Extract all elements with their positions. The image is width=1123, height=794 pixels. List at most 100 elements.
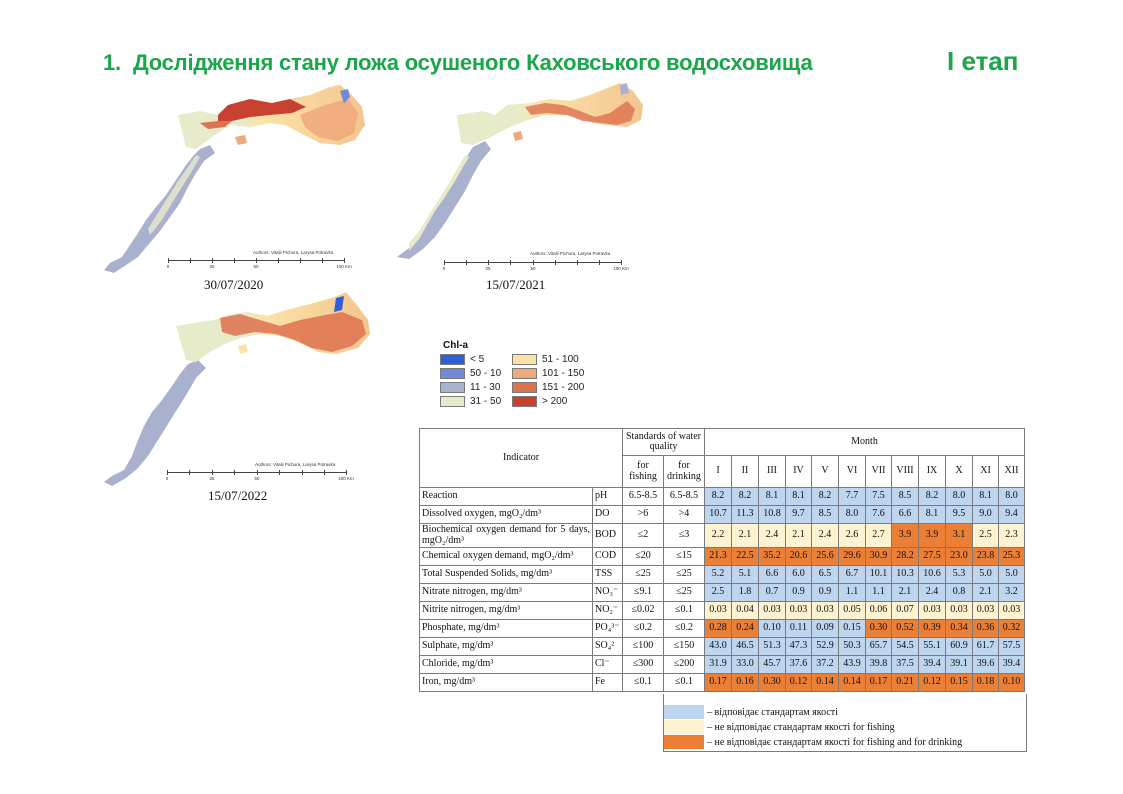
month-value: 0.9 (811, 583, 839, 602)
month-value: 0.30 (758, 673, 786, 692)
month-value: 5.1 (731, 565, 759, 584)
month-value: 8.0 (945, 487, 973, 506)
reservoir-map-2022 (104, 292, 370, 486)
standard-fishing: >6 (622, 505, 664, 524)
table-body: Reaction pH 6.5-8.5 6.5-8.5 8.2 8.2 8.1 8.1 8.2 7… (419, 487, 1025, 692)
standard-drinking: ≤15 (663, 547, 705, 566)
header-month-3: III (758, 455, 786, 488)
month-value: 20.6 (785, 547, 812, 566)
standard-drinking: ≤25 (663, 583, 705, 602)
month-value: 35.2 (758, 547, 786, 566)
month-value: 2.1 (972, 583, 999, 602)
color-swatch (440, 354, 465, 365)
month-value: 7.6 (865, 505, 892, 524)
month-value: 27.5 (918, 547, 946, 566)
month-value: 39.1 (945, 655, 973, 674)
month-value: 0.15 (838, 619, 866, 638)
header-month-12: XII (998, 455, 1025, 488)
month-value: 31.9 (704, 655, 732, 674)
standard-drinking: ≤150 (663, 637, 705, 656)
month-value: 9.4 (998, 505, 1025, 524)
quality-key-item: – не відповідає стандартам якості for fi… (664, 735, 962, 749)
month-value: 10.1 (865, 565, 892, 584)
table-row: Chemical oxygen demand, mgO₂/dm³ COD ≤20 ≤1… (419, 547, 1025, 566)
scale-bar: 0 25 50 100 Km (167, 258, 352, 269)
month-value: 0.16 (731, 673, 759, 692)
month-value: 6.5 (811, 565, 839, 584)
month-value: 3.1 (945, 523, 973, 548)
month-value: 2.2 (704, 523, 732, 548)
month-value: 2.6 (838, 523, 866, 548)
month-value: 0.28 (704, 619, 732, 638)
color-swatch (512, 354, 537, 365)
table-row: Reaction pH 6.5-8.5 6.5-8.5 8.2 8.2 8.1 8.1 8.2 7… (419, 487, 1025, 506)
month-value: 50.3 (838, 637, 866, 656)
indicator-abbr: BOD (592, 523, 623, 548)
month-value: 28.2 (891, 547, 919, 566)
month-value: 0.9 (785, 583, 812, 602)
chl-a-legend-label: 51 - 100 (542, 354, 579, 365)
month-value: 23.8 (972, 547, 999, 566)
map-date: 30/07/2020 (204, 277, 264, 292)
color-swatch (664, 705, 704, 719)
table-row: Sulphate, mg/dm³ SO₄² ≤100 ≤150 43.0 46.5 51.3… (419, 637, 1025, 656)
quality-key-label: – не відповідає стандартам якості for fi… (707, 736, 963, 748)
color-swatch (440, 368, 465, 379)
month-value: 43.0 (704, 637, 732, 656)
table-row: Biochemical oxygen demand for 5 days, mg… (419, 523, 1025, 548)
month-value: 0.14 (838, 673, 866, 692)
header-month-5: V (811, 455, 839, 488)
quality-key-label: – відповідає стандартам якості (707, 706, 838, 718)
standard-drinking: ≤200 (663, 655, 705, 674)
table-row: Nitrite nitrogen, mg/dm³ NO₂⁻ ≤0.02 ≤0.1 0.0… (419, 601, 1025, 620)
month-value: 1.8 (731, 583, 759, 602)
standard-drinking: >4 (663, 505, 705, 524)
month-value: 52.9 (811, 637, 839, 656)
indicator-abbr: COD (592, 547, 623, 566)
standard-fishing: ≤2 (622, 523, 664, 548)
chl-a-legend-label: > 200 (542, 396, 568, 407)
month-value: 2.1 (731, 523, 759, 548)
month-value: 0.30 (865, 619, 892, 638)
month-value: 0.52 (891, 619, 919, 638)
month-value: 30.9 (865, 547, 892, 566)
indicator-name: Iron, mg/dm³ (419, 673, 593, 692)
color-swatch (440, 396, 465, 407)
month-value: 39.4 (918, 655, 946, 674)
standard-fishing: ≤0.02 (622, 601, 664, 620)
header-month-10: X (945, 455, 973, 488)
table-row: Total Suspended Solids, mg/dm³ TSS ≤25 ≤25 5… (419, 565, 1025, 584)
month-value: 0.03 (704, 601, 732, 620)
header-month-9: IX (918, 455, 946, 488)
header-month-1: I (704, 455, 732, 488)
month-value: 0.09 (811, 619, 839, 638)
month-value: 8.1 (758, 487, 786, 506)
month-value: 37.2 (811, 655, 839, 674)
month-value: 5.0 (972, 565, 999, 584)
month-value: 25.3 (998, 547, 1025, 566)
color-swatch (440, 382, 465, 393)
month-value: 0.21 (891, 673, 919, 692)
indicator-name: Chloride, mg/dm³ (419, 655, 593, 674)
month-value: 3.2 (998, 583, 1025, 602)
header-for-drinking: for drinking (663, 455, 705, 488)
month-value: 0.03 (972, 601, 999, 620)
month-value: 0.24 (731, 619, 759, 638)
indicator-name: Nitrate nitrogen, mg/dm³ (419, 583, 593, 602)
month-value: 6.6 (758, 565, 786, 584)
month-value: 3.9 (918, 523, 946, 548)
water-quality-table: Indicator Standards of water quality Mon… (419, 428, 1025, 692)
header-indicator: Indicator (419, 428, 623, 488)
month-value: 0.15 (945, 673, 973, 692)
table-row: Nitrate nitrogen, mg/dm³ NO₃⁻ ≤9.1 ≤25 2.5 1.… (419, 583, 1025, 602)
month-value: 61.7 (972, 637, 999, 656)
header-for-fishing: for fishing (622, 455, 664, 488)
month-value: 8.1 (972, 487, 999, 506)
indicator-abbr: NO₂⁻ (592, 601, 623, 620)
chl-a-legend-items: < 5 51 - 100 50 - 10 101 - 150 11 - 30 151 - … (440, 354, 600, 407)
month-value: 5.0 (998, 565, 1025, 584)
month-value: 39.4 (998, 655, 1025, 674)
month-value: 37.5 (891, 655, 919, 674)
month-value: 5.2 (704, 565, 732, 584)
chl-a-legend-label: 151 - 200 (542, 382, 585, 393)
